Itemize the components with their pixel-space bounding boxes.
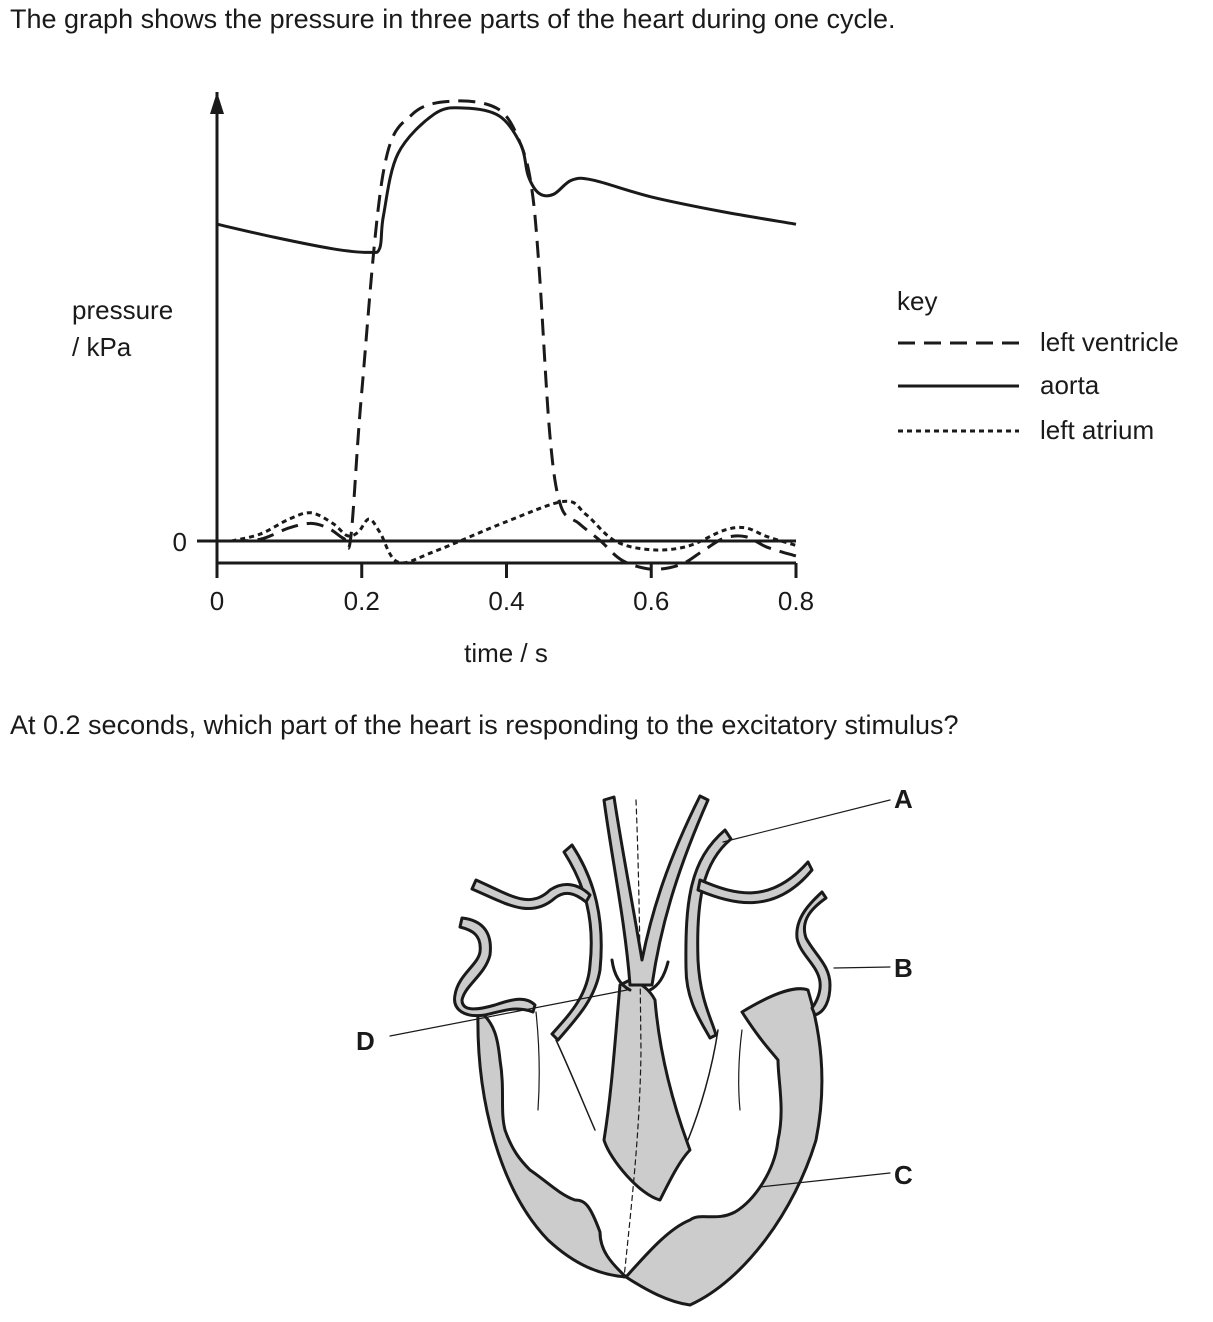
question-text: At 0.2 seconds, which part of the heart … <box>10 710 959 740</box>
valve-edge-right <box>738 1029 743 1111</box>
label-line-a <box>722 799 891 843</box>
legend-label-aorta: aorta <box>1040 370 1100 400</box>
x-ticks: 0 0.2 0.4 0.6 0.8 <box>210 563 814 616</box>
left-atrium-wall <box>795 890 832 1017</box>
legend: key left ventricle aorta left atrium <box>897 286 1179 445</box>
y-axis-unit: / kPa <box>72 332 132 362</box>
y-tick-label-0: 0 <box>173 527 187 557</box>
label-d: D <box>356 1026 375 1056</box>
x-tick-label-3: 0.6 <box>633 586 669 616</box>
vena-cava-vessel <box>550 843 603 1042</box>
pulmonary-trunk <box>602 794 710 987</box>
aortic-branch <box>696 860 814 905</box>
right-atrium-wall <box>453 916 537 1018</box>
y-axis-label: pressure <box>72 295 173 325</box>
label-b: B <box>894 953 913 983</box>
series-line-left-ventricle <box>231 99 797 571</box>
heart-diagram: A B C D <box>356 784 913 1307</box>
valve-edge-left <box>535 1011 540 1111</box>
x-tick-label-2: 0.4 <box>488 586 524 616</box>
x-axis-label: time / s <box>464 638 548 668</box>
x-tick-label-0: 0 <box>210 586 224 616</box>
label-line-d <box>389 989 628 1037</box>
label-line-c <box>759 1172 891 1188</box>
septum-dashed-line <box>623 799 642 1279</box>
intro-text: The graph shows the pressure in three pa… <box>10 4 896 34</box>
legend-label-left-ventricle: left ventricle <box>1040 327 1179 357</box>
right-ventricle-wall <box>476 1008 628 1279</box>
series-line-aorta <box>216 106 797 255</box>
septum <box>602 978 692 1202</box>
series-group <box>216 99 797 571</box>
pulmonary-valve <box>610 958 670 992</box>
tricuspid-valve <box>555 1039 596 1131</box>
aorta-vessel <box>684 828 733 1040</box>
label-line-b <box>833 966 891 969</box>
legend-label-left-atrium: left atrium <box>1040 415 1154 445</box>
mitral-valve <box>687 1029 719 1141</box>
series-line-left-atrium <box>231 499 797 565</box>
pressure-graph: 0 0.2 0.4 0.6 0.8 0 pressure / kPa time / s … <box>72 92 1179 668</box>
label-c: C <box>894 1160 913 1190</box>
x-tick-label-1: 0.2 <box>344 586 380 616</box>
label-a: A <box>894 784 913 814</box>
legend-title: key <box>897 286 937 316</box>
x-tick-label-4: 0.8 <box>778 586 814 616</box>
vein-branch-left <box>470 878 592 910</box>
